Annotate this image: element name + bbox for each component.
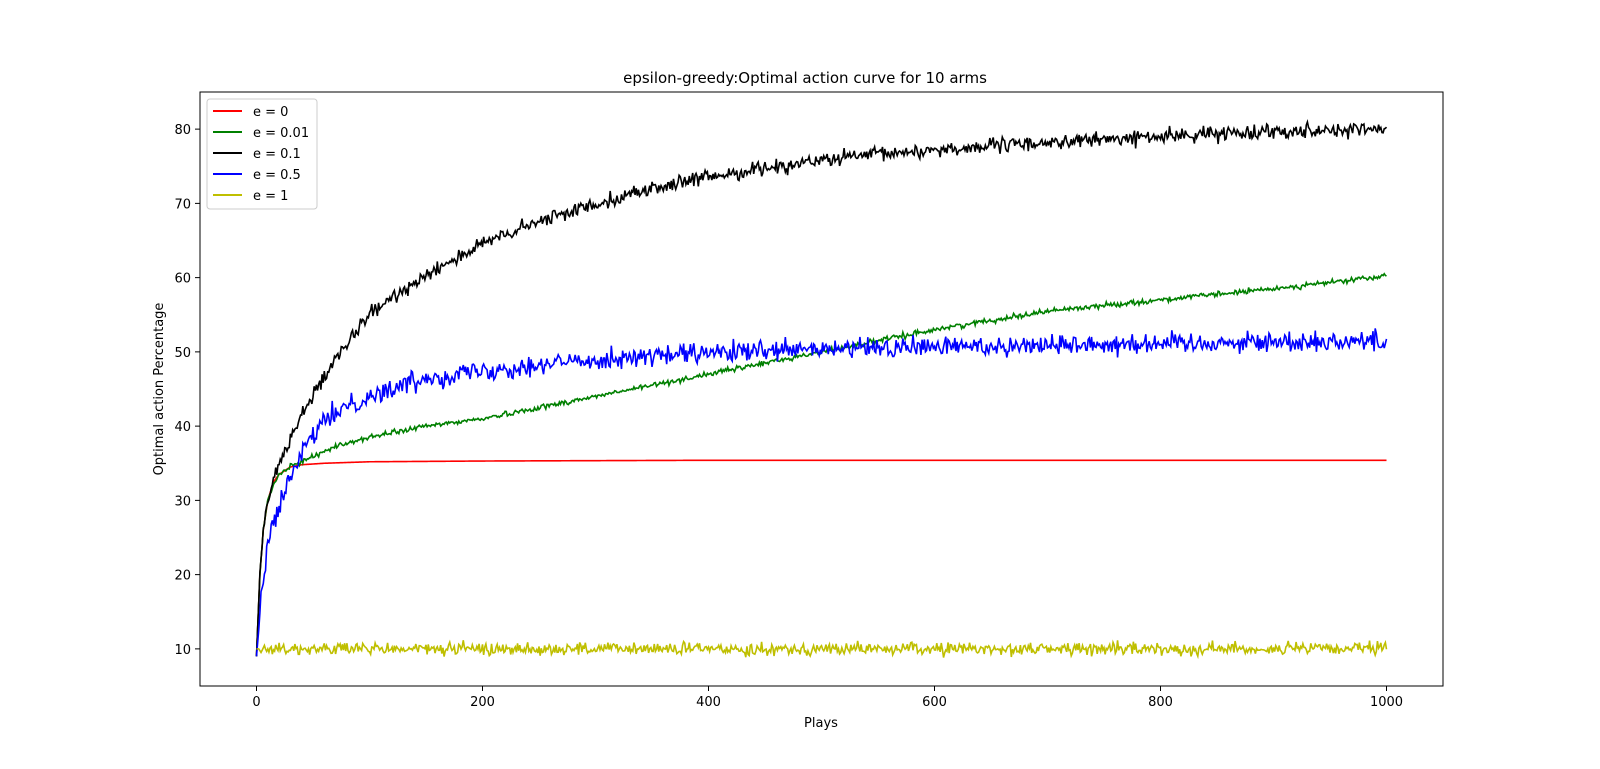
legend: e = 0 e = 0.01 e = 0.1 e = 0.5 e = 1 [206,98,318,210]
series-line-4 [256,639,1388,660]
y-tick-label-3: 40 [174,420,191,435]
x-tick-label-0: 0 [252,695,260,710]
y-tick-label-6: 70 [174,197,191,212]
y-tick-label-4: 50 [174,346,191,361]
y-tick-label-0: 10 [174,643,191,658]
x-axis-label: Plays [804,716,838,731]
x-tick-label-1: 200 [470,695,495,710]
legend-entries: e = 0 e = 0.01 e = 0.1 e = 0.5 e = 1 [213,105,309,204]
y-tick-label-5: 60 [174,272,191,287]
chart-title: epsilon-greedy:Optimal action curve for … [623,69,987,87]
y-axis-label: Optimal action Percentage [152,303,167,476]
y-tick-label-7: 80 [174,123,191,138]
x-axis-ticks: 0 200 400 600 800 1000 [252,686,1403,710]
plot-area [199,91,1444,687]
x-tick-label-3: 600 [922,695,947,710]
legend-label-4: e = 1 [253,189,288,204]
x-tick-label-2: 400 [696,695,721,710]
axes-frame [199,91,1444,687]
legend-label-2: e = 0.1 [253,147,301,162]
legend-label-1: e = 0.01 [253,126,309,141]
series-line-0 [255,459,1387,657]
series-layer [255,118,1388,660]
y-axis-ticks: 10 20 30 40 50 60 70 80 [174,123,200,658]
legend-label-3: e = 0.5 [253,168,301,183]
x-tick-label-5: 1000 [1370,695,1403,710]
y-tick-label-2: 30 [174,494,191,509]
legend-box [206,98,318,210]
legend-label-0: e = 0 [253,105,288,120]
series-line-3 [255,328,1388,657]
series-line-2 [255,118,1388,657]
x-tick-label-4: 800 [1148,695,1173,710]
y-tick-label-1: 20 [174,569,191,584]
